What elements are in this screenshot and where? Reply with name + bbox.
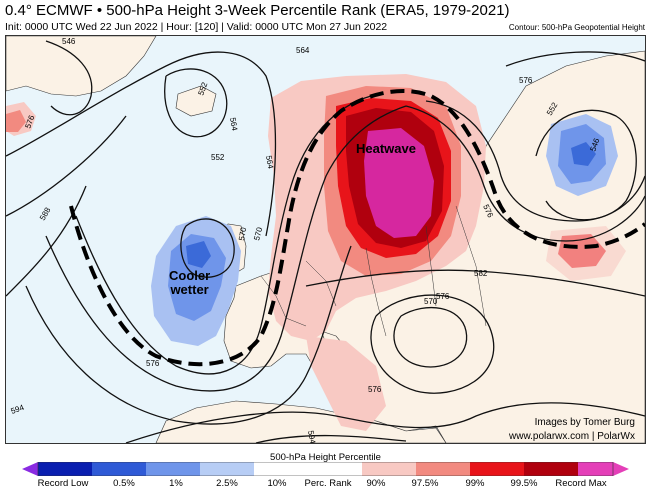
legend-tick: Record Low — [37, 478, 89, 489]
legend-tick: 0.5% — [113, 478, 135, 489]
legend-tick: 99% — [465, 478, 485, 489]
colorbar-seg-99 — [470, 462, 524, 476]
legend-tick: Record Max — [555, 478, 607, 489]
contour-label: 570 — [237, 226, 248, 241]
contour-label: 576 — [146, 359, 160, 368]
contour-low-cutoff — [180, 218, 235, 278]
colorbar-seg-90 — [362, 462, 416, 476]
greenland-land — [6, 36, 157, 97]
contour-label: 570 — [424, 297, 438, 306]
contour-label: 552 — [196, 81, 209, 97]
colorbar-high-arrow — [613, 462, 629, 476]
contour-546-greenland — [45, 40, 93, 116]
legend-tick: 10% — [267, 478, 287, 489]
contour-note: Contour: 500-hPa Geopotential Height — [508, 23, 645, 32]
credit-website: www.polarwx.com | PolarWx — [509, 431, 635, 442]
contour-576-med-low — [370, 294, 495, 394]
colorbar-seg-max — [578, 462, 613, 476]
contour-label: 552 — [211, 153, 225, 162]
heatwave-label: Heatwave — [356, 141, 416, 156]
contour-564-west — [6, 51, 277, 237]
colorbar-seg-2-5 — [146, 462, 200, 476]
colorbar-seg-neutral-right — [308, 462, 362, 476]
cool-anomaly — [151, 114, 618, 346]
contour-576-west — [6, 115, 127, 217]
legend-title: 500-hPa Height Percentile — [270, 452, 381, 463]
contour-label: 546 — [62, 37, 76, 46]
contour-label: 576 — [519, 76, 533, 85]
legend-tick: 90% — [366, 478, 386, 489]
contour-582-central — [305, 269, 645, 297]
legend-tick: 1% — [169, 478, 183, 489]
legend-tick: 97.5% — [411, 478, 439, 489]
contour-label: 582 — [474, 269, 488, 278]
colorbar-low-arrow — [22, 462, 38, 476]
contour-552-iceland-low — [164, 68, 228, 138]
contour-588-west — [6, 185, 87, 297]
height-contours — [6, 40, 645, 443]
cooler-wetter-label: Cooler wetter — [169, 269, 210, 297]
map-canvas: 546 552 564 564 552 576 564 576 588 552 … — [6, 36, 645, 443]
contour-label: 576 — [436, 292, 450, 301]
cooler-label-line2: wetter — [170, 282, 209, 297]
contour-label: 546 — [588, 137, 601, 153]
credit-author: Images by Tomer Burg — [534, 417, 635, 428]
colorbar-seg-10 — [200, 462, 254, 476]
contour-label: 576 — [23, 114, 36, 130]
contour-label: 594 — [10, 403, 26, 416]
legend-tick: Perc. Rank — [304, 478, 352, 489]
legend-tick: 99.5% — [510, 478, 538, 489]
contour-label: 594 — [306, 430, 317, 443]
contour-label: 564 — [228, 117, 239, 132]
map-title: 0.4° ECMWF • 500-hPa Height 3-Week Perce… — [5, 2, 510, 19]
map-panel: 546 552 564 564 552 576 564 576 588 552 … — [5, 35, 646, 444]
colorbar — [22, 462, 629, 476]
cooler-label-line1: Cooler — [169, 268, 211, 283]
contour-label: 576 — [368, 385, 382, 394]
contour-ridge-east — [405, 105, 645, 242]
trough-ridge-axis — [69, 89, 645, 367]
contour-576-trough — [45, 105, 407, 392]
contour-570-trough — [75, 95, 372, 375]
contour-552-east — [535, 109, 637, 221]
colorbar-seg-1 — [92, 462, 146, 476]
iceland-land — [175, 85, 217, 117]
colorbar-seg-99-5 — [524, 462, 578, 476]
africa-land — [155, 400, 447, 443]
contour-label: 570 — [252, 226, 264, 242]
colorbar-seg-0-5 — [38, 462, 92, 476]
map-subtitle: Init: 0000 UTC Wed 22 Jun 2022 | Hour: [… — [5, 21, 388, 33]
contour-582-trough — [25, 245, 352, 425]
contour-label: 564 — [264, 155, 275, 170]
colorbar-seg-97-5 — [416, 462, 470, 476]
contour-label: 564 — [296, 46, 310, 55]
contour-570-med-low — [393, 306, 468, 368]
contour-588-south — [125, 402, 645, 443]
contour-564-east — [505, 51, 645, 67]
legend-tick: 2.5% — [216, 478, 238, 489]
borders — [260, 205, 487, 337]
contour-594-south — [255, 434, 407, 443]
colorbar-seg-neutral-left — [254, 462, 308, 476]
